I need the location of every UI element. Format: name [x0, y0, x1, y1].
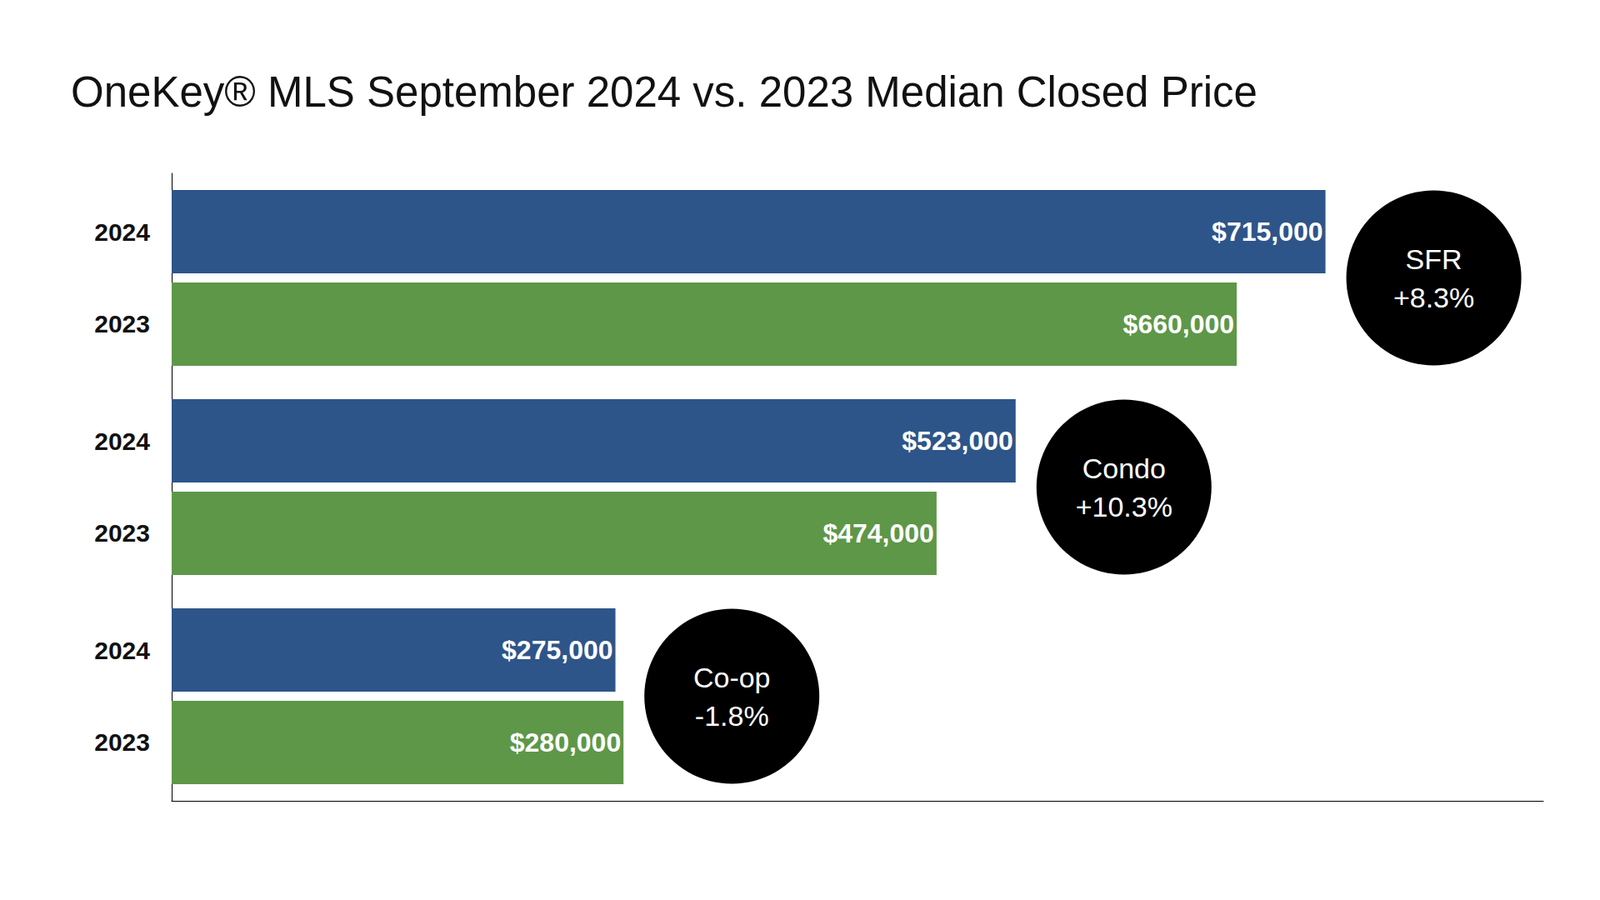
svg-text:$660,000: $660,000	[1123, 309, 1235, 340]
svg-text:-1.8%: -1.8%	[695, 700, 770, 732]
svg-text:SFR: SFR	[1405, 243, 1463, 275]
svg-text:2024: 2024	[94, 427, 150, 455]
svg-text:$275,000: $275,000	[501, 635, 613, 665]
svg-text:$523,000: $523,000	[901, 425, 1013, 456]
svg-text:2023: 2023	[94, 519, 150, 547]
svg-text:Co-op: Co-op	[693, 661, 771, 694]
svg-text:+10.3%: +10.3%	[1075, 490, 1173, 523]
svg-text:2023: 2023	[94, 310, 150, 338]
svg-text:2023: 2023	[94, 728, 150, 756]
svg-text:OneKey® MLS September 2024 vs.: OneKey® MLS September 2024 vs. 2023 Medi…	[70, 68, 1258, 116]
svg-text:$474,000: $474,000	[822, 518, 934, 549]
svg-text:$715,000: $715,000	[1211, 216, 1323, 247]
svg-text:$280,000: $280,000	[510, 727, 621, 758]
svg-text:Condo: Condo	[1082, 452, 1166, 485]
svg-text:+8.3%: +8.3%	[1393, 281, 1475, 314]
svg-text:2024: 2024	[94, 636, 150, 665]
svg-text:2024: 2024	[94, 218, 150, 246]
